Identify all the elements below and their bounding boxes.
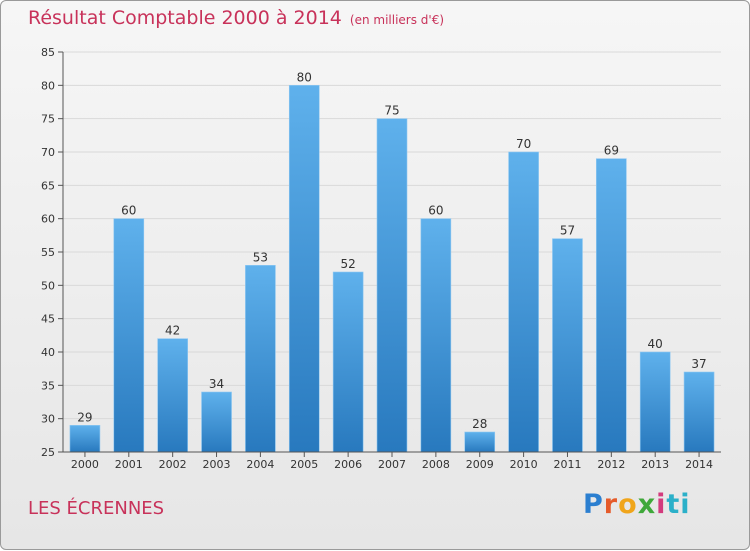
data-label: 53 bbox=[253, 250, 268, 264]
data-label: 80 bbox=[297, 70, 312, 84]
x-tick-label: 2004 bbox=[246, 458, 274, 471]
x-tick-label: 2014 bbox=[685, 458, 713, 471]
logo-letter: x bbox=[637, 489, 657, 520]
x-tick-label: 2011 bbox=[553, 458, 581, 471]
y-tick-label: 55 bbox=[41, 246, 55, 259]
data-label: 60 bbox=[121, 204, 136, 218]
bar-2014[interactable] bbox=[683, 371, 715, 453]
y-tick-label: 50 bbox=[41, 279, 55, 292]
logo-letter: o bbox=[618, 489, 638, 520]
x-tick-label: 2005 bbox=[290, 458, 318, 471]
y-tick-label: 45 bbox=[41, 313, 55, 326]
bar-2012[interactable] bbox=[596, 158, 627, 453]
x-tick-label: 2006 bbox=[334, 458, 362, 471]
y-tick-label: 60 bbox=[41, 213, 55, 226]
chart-subtitle: (en milliers d'€) bbox=[349, 13, 445, 27]
data-label: 37 bbox=[691, 357, 706, 371]
chart-title-block: Résultat Comptable 2000 à 2014 (en millie… bbox=[28, 7, 444, 29]
data-label: 29 bbox=[77, 410, 92, 424]
data-label: 28 bbox=[472, 417, 487, 431]
data-label: 69 bbox=[604, 144, 619, 158]
x-tick-label: 2012 bbox=[597, 458, 625, 471]
bar-2002[interactable] bbox=[157, 338, 188, 453]
x-tick-label: 2002 bbox=[159, 458, 187, 471]
x-tick-label: 2008 bbox=[422, 458, 450, 471]
data-label: 52 bbox=[340, 257, 355, 271]
bar-2006[interactable] bbox=[332, 271, 364, 453]
y-tick-label: 85 bbox=[41, 46, 55, 59]
y-tick-label: 40 bbox=[41, 346, 55, 359]
x-tick-label: 2003 bbox=[203, 458, 231, 471]
bar-2007[interactable] bbox=[376, 118, 408, 453]
chart-title: Résultat Comptable 2000 à 2014 bbox=[28, 7, 342, 29]
logo-letter: ti bbox=[666, 489, 691, 520]
bar-2011[interactable] bbox=[552, 238, 583, 453]
x-tick-label: 2010 bbox=[510, 458, 538, 471]
bar-2004[interactable] bbox=[245, 265, 276, 453]
data-label: 60 bbox=[428, 204, 443, 218]
bar-2003[interactable] bbox=[201, 391, 232, 453]
data-label: 40 bbox=[648, 337, 663, 351]
y-tick-label: 80 bbox=[41, 79, 55, 92]
town-name: LES ÉCRENNES bbox=[28, 498, 165, 519]
x-tick-label: 2000 bbox=[71, 458, 99, 471]
x-tick-label: 2009 bbox=[466, 458, 494, 471]
y-tick-label: 75 bbox=[41, 113, 55, 126]
bar-2009[interactable] bbox=[464, 431, 496, 453]
data-label: 57 bbox=[560, 224, 575, 238]
y-tick-label: 25 bbox=[41, 446, 55, 459]
logo-letter: r bbox=[603, 489, 619, 520]
x-tick-label: 2013 bbox=[641, 458, 669, 471]
y-tick-label: 35 bbox=[41, 379, 55, 392]
x-tick-label: 2001 bbox=[115, 458, 143, 471]
bar-2010[interactable] bbox=[508, 151, 539, 453]
data-label: 34 bbox=[209, 377, 224, 391]
data-label: 42 bbox=[165, 324, 180, 338]
x-tick-label: 2007 bbox=[378, 458, 406, 471]
bar-2005[interactable] bbox=[288, 85, 320, 453]
y-tick-label: 70 bbox=[41, 146, 55, 159]
data-label: 75 bbox=[384, 104, 399, 118]
proxiti-logo[interactable]: Proxiti bbox=[583, 489, 691, 520]
bar-2013[interactable] bbox=[639, 351, 671, 453]
data-label: 70 bbox=[516, 137, 531, 151]
logo-letter: P bbox=[583, 489, 604, 520]
y-tick-label: 65 bbox=[41, 179, 55, 192]
y-tick-label: 30 bbox=[41, 413, 55, 426]
bar-2000[interactable] bbox=[69, 425, 101, 453]
bar-2001[interactable] bbox=[113, 218, 145, 453]
bar-2008[interactable] bbox=[420, 218, 452, 453]
logo-letter: i bbox=[656, 489, 667, 520]
